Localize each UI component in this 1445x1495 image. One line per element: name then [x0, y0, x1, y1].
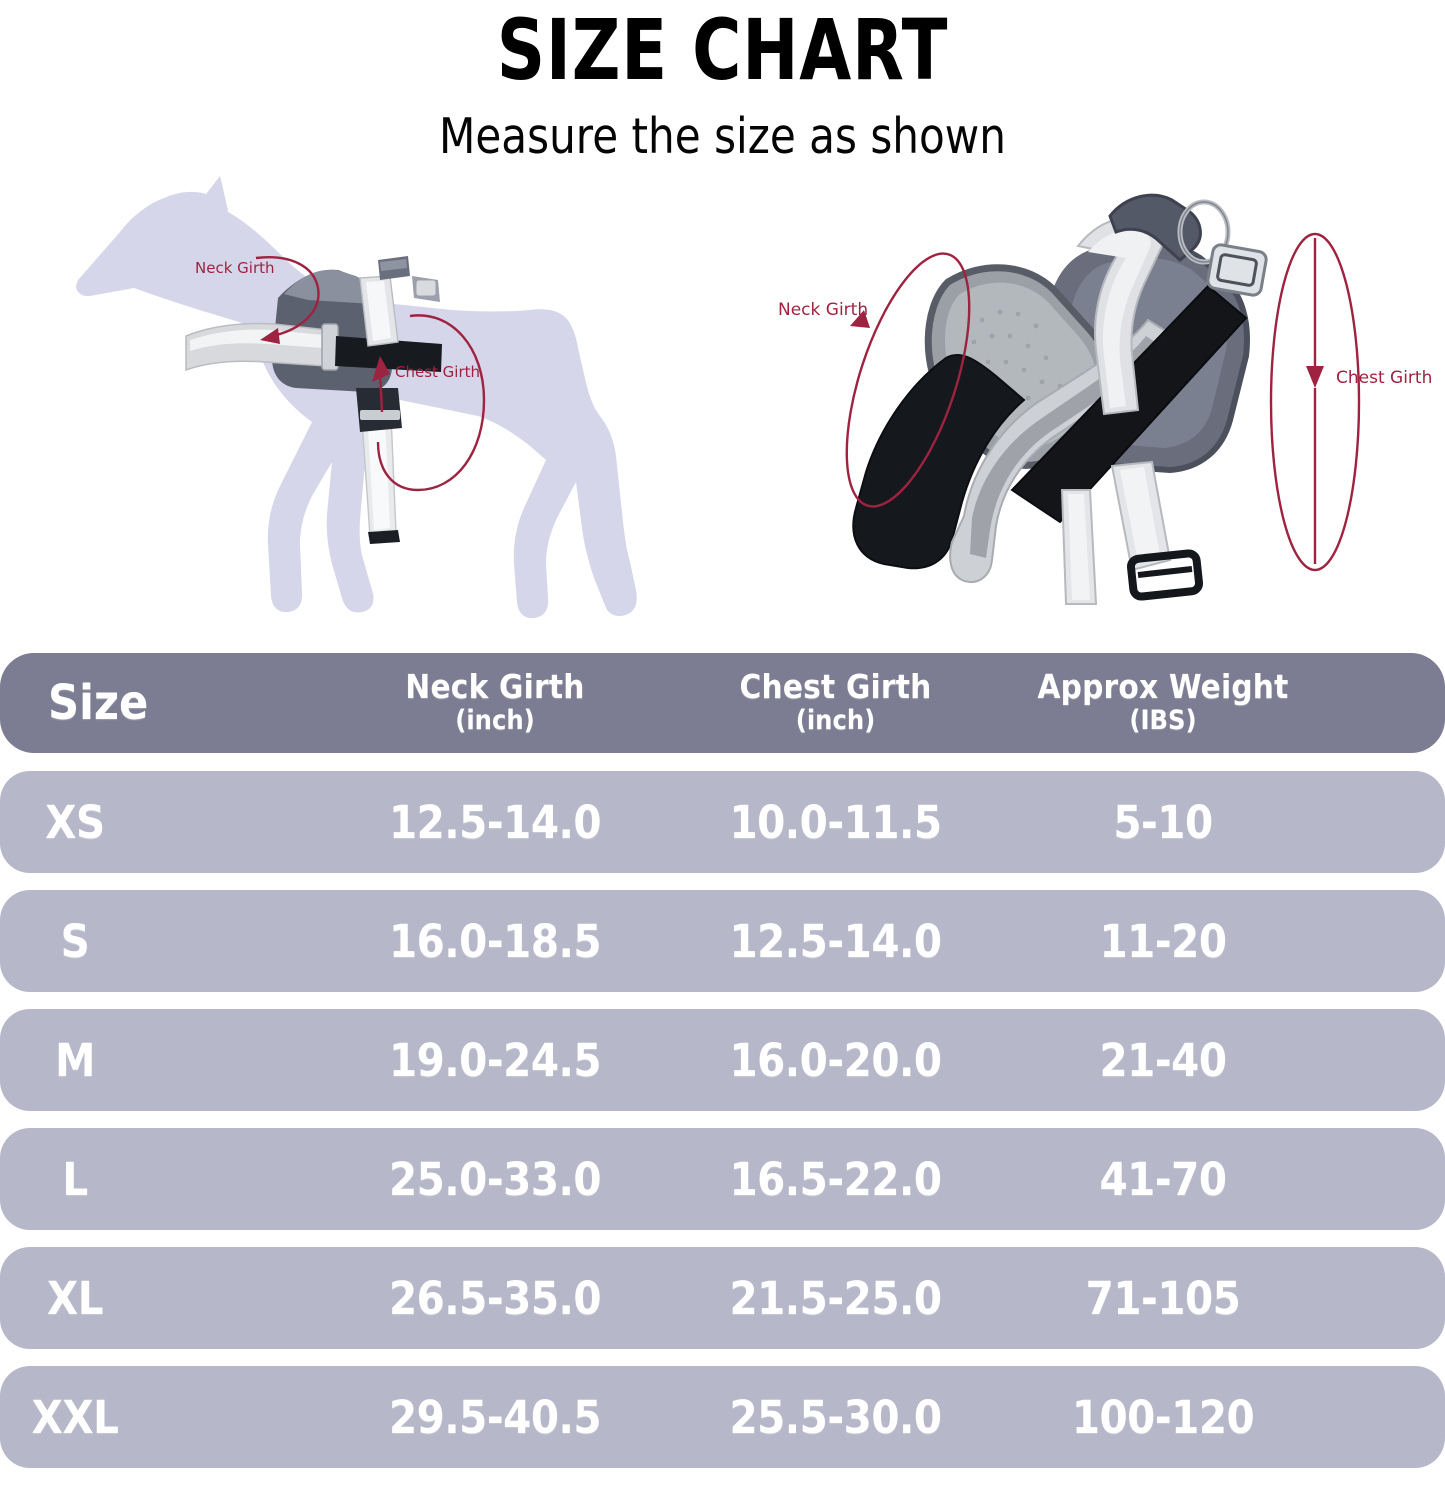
column-header-chest-girth-title: Chest Girth	[739, 667, 932, 707]
chest-girth-ellipse	[1269, 232, 1361, 572]
cell-neck: 12.5-14.0	[388, 795, 602, 849]
cell-chest: 21.5-25.0	[729, 1271, 942, 1325]
neck-girth-arrow	[255, 256, 320, 338]
harness-slider-buckle	[1126, 549, 1204, 601]
table-row: S 16.0-18.5 12.5-14.0 11-20	[0, 890, 1445, 992]
cell-weight: 71-105	[1085, 1271, 1241, 1325]
illustration-area: Neck Girth Chest Girth	[0, 160, 1445, 640]
harness-neck-loop	[852, 353, 1026, 570]
cell-neck: 25.0-33.0	[388, 1152, 602, 1206]
harness-belly-strap	[1060, 460, 1172, 605]
cell-neck: 29.5-40.5	[388, 1390, 602, 1444]
right-chest-girth-label: Chest Girth	[1336, 368, 1433, 388]
table-row: L 25.0-33.0 16.5-22.0 41-70	[0, 1128, 1445, 1230]
column-header-chest-girth: Chest Girth (inch)	[670, 667, 1015, 737]
cell-size: XXL	[31, 1390, 119, 1444]
dog-silhouette-svg	[76, 176, 637, 619]
harness-id-tag	[1206, 243, 1268, 297]
table-row: XS 12.5-14.0 10.0-11.5 5-10	[0, 771, 1445, 873]
size-chart-table: Size Neck Girth (inch) Chest Girth (inch…	[0, 653, 1445, 1485]
cell-weight: 21-40	[1099, 1033, 1228, 1087]
column-header-neck-girth: Neck Girth (inch)	[330, 667, 670, 737]
table-row: XXL 29.5-40.5 25.5-30.0 100-120	[0, 1366, 1445, 1468]
neck-girth-arrowhead	[260, 328, 280, 344]
table-row: M 19.0-24.5 16.0-20.0 21-40	[0, 1009, 1445, 1111]
cell-weight: 100-120	[1071, 1390, 1255, 1444]
cell-size: XL	[46, 1271, 104, 1325]
right-neck-girth-label: Neck Girth	[778, 300, 869, 320]
neck-girth-ellipse	[845, 252, 971, 508]
dog-harness-illustration: Neck Girth Chest Girth	[60, 160, 660, 640]
cell-weight: 41-70	[1099, 1152, 1228, 1206]
cell-neck: 26.5-35.0	[388, 1271, 602, 1325]
cell-size: S	[60, 914, 90, 968]
cell-neck: 19.0-24.5	[388, 1033, 602, 1087]
harness-product-svg	[845, 193, 1361, 605]
chest-girth-arrowhead	[372, 356, 390, 382]
column-header-chest-girth-unit: (inch)	[795, 705, 876, 737]
header-block: SIZE CHART Measure the size as shown	[0, 0, 1445, 175]
chest-girth-ellipse	[376, 314, 486, 492]
left-neck-girth-label: Neck Girth	[195, 259, 275, 277]
cell-size: M	[55, 1033, 95, 1087]
harness-on-dog	[185, 256, 442, 544]
cell-weight: 5-10	[1113, 795, 1213, 849]
column-header-size: Size	[48, 674, 149, 731]
column-header-approx-weight: Approx Weight (IBS)	[1015, 667, 1445, 737]
cell-chest: 25.5-30.0	[729, 1390, 942, 1444]
column-header-neck-girth-unit: (inch)	[455, 705, 535, 737]
column-header-approx-weight-unit: (IBS)	[1129, 705, 1197, 737]
cell-chest: 12.5-14.0	[729, 914, 942, 968]
page-title: SIZE CHART	[496, 1, 949, 99]
cell-size: L	[62, 1152, 88, 1206]
cell-neck: 16.0-18.5	[388, 914, 602, 968]
table-header-row: Size Neck Girth (inch) Chest Girth (inch…	[0, 653, 1445, 753]
cell-chest: 10.0-11.5	[729, 795, 942, 849]
cell-weight: 11-20	[1099, 914, 1228, 968]
table-row: XL 26.5-35.0 21.5-25.0 71-105	[0, 1247, 1445, 1349]
cell-chest: 16.5-22.0	[729, 1152, 942, 1206]
neck-girth-arrowhead	[850, 310, 870, 328]
column-header-neck-girth-title: Neck Girth	[405, 667, 585, 707]
page-subtitle: Measure the size as shown	[439, 108, 1006, 165]
harness-top-handle	[1108, 193, 1202, 262]
harness-d-ring	[1177, 199, 1231, 265]
column-header-approx-weight-title: Approx Weight	[1037, 667, 1289, 707]
harness-product-illustration: Neck Girth Chest Girth	[760, 160, 1445, 640]
dog-silhouette	[76, 176, 637, 619]
cell-chest: 16.0-20.0	[729, 1033, 942, 1087]
chest-girth-arrowhead	[1306, 366, 1324, 388]
cell-size: XS	[45, 795, 105, 849]
left-chest-girth-label: Chest Girth	[395, 363, 481, 381]
